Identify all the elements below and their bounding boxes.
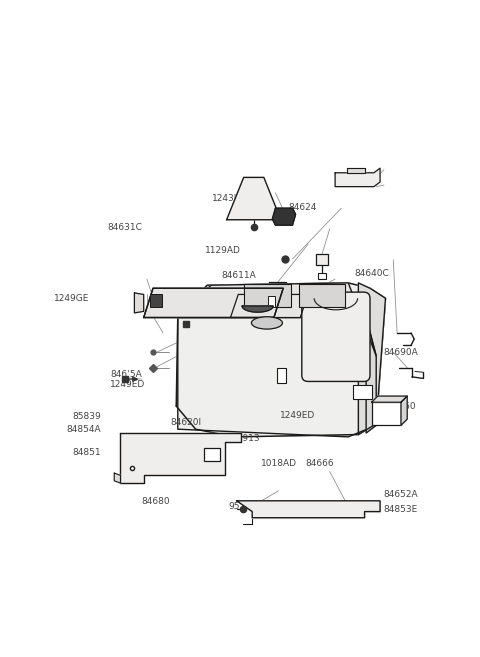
Polygon shape bbox=[176, 283, 385, 437]
Bar bbox=[316, 254, 328, 265]
Text: 95120A: 95120A bbox=[228, 502, 264, 510]
Polygon shape bbox=[272, 208, 296, 225]
Polygon shape bbox=[372, 396, 407, 402]
Polygon shape bbox=[242, 306, 273, 312]
Ellipse shape bbox=[252, 317, 282, 329]
Text: 1129AD: 1129AD bbox=[205, 246, 241, 256]
Text: 84631C: 84631C bbox=[108, 223, 143, 231]
Polygon shape bbox=[114, 473, 120, 483]
Text: 84680: 84680 bbox=[141, 497, 170, 506]
Text: 84620I: 84620I bbox=[170, 419, 202, 427]
Text: 1243KA: 1243KA bbox=[212, 194, 247, 203]
Bar bbox=[318, 273, 326, 279]
Polygon shape bbox=[178, 283, 376, 356]
Text: 84853E: 84853E bbox=[384, 505, 418, 514]
Text: 84913: 84913 bbox=[232, 434, 261, 443]
Text: 1249GE: 1249GE bbox=[54, 294, 90, 304]
Text: 1018AD: 1018AD bbox=[261, 459, 297, 468]
Text: 84624: 84624 bbox=[289, 204, 317, 212]
Bar bbox=[277, 367, 286, 383]
Text: 85839: 85839 bbox=[72, 413, 101, 421]
Text: 1249ED: 1249ED bbox=[110, 380, 145, 390]
Polygon shape bbox=[401, 396, 407, 425]
Polygon shape bbox=[347, 168, 365, 173]
Bar bbox=[204, 449, 220, 461]
Text: 84666: 84666 bbox=[305, 459, 334, 468]
Bar bbox=[372, 402, 401, 425]
Polygon shape bbox=[359, 283, 385, 434]
Polygon shape bbox=[144, 288, 283, 317]
FancyBboxPatch shape bbox=[302, 292, 370, 382]
Text: 846‘5A: 846‘5A bbox=[110, 371, 142, 379]
Polygon shape bbox=[144, 288, 283, 317]
Text: 84640C: 84640C bbox=[354, 269, 389, 278]
Text: 84854A: 84854A bbox=[66, 425, 101, 434]
Text: 1249ED: 1249ED bbox=[279, 411, 315, 420]
Polygon shape bbox=[227, 177, 281, 219]
Bar bbox=[244, 284, 291, 307]
Text: 84611A: 84611A bbox=[221, 271, 256, 280]
Bar bbox=[299, 284, 345, 307]
Bar bbox=[150, 294, 162, 307]
Polygon shape bbox=[335, 168, 380, 187]
Polygon shape bbox=[237, 501, 380, 518]
Text: 84652A: 84652A bbox=[384, 490, 418, 499]
Polygon shape bbox=[134, 293, 144, 313]
Text: 84660: 84660 bbox=[387, 402, 416, 411]
Text: 84690A: 84690A bbox=[384, 348, 419, 357]
Polygon shape bbox=[178, 317, 376, 437]
Bar bbox=[268, 296, 276, 307]
Polygon shape bbox=[230, 294, 308, 317]
Text: 84851: 84851 bbox=[72, 447, 101, 457]
Bar bbox=[353, 385, 372, 399]
Polygon shape bbox=[366, 317, 376, 433]
Text: 84851B: 84851B bbox=[328, 360, 362, 369]
Polygon shape bbox=[120, 433, 240, 483]
